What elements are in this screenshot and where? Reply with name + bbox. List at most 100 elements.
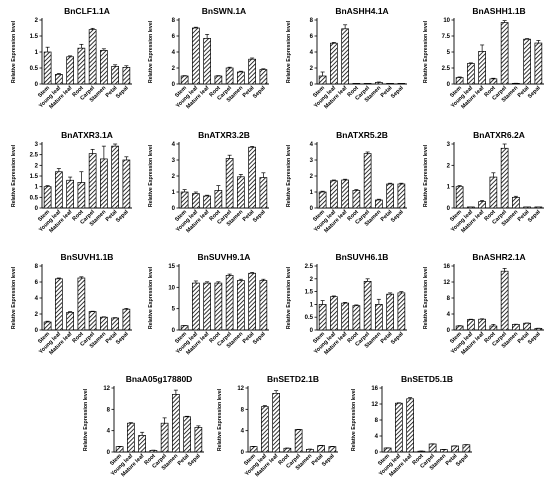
- bar: [204, 196, 211, 208]
- bar: [204, 283, 211, 330]
- y-tick-label: 0: [172, 328, 176, 334]
- bar: [181, 76, 188, 84]
- bar: [226, 68, 233, 84]
- bar: [384, 448, 391, 452]
- bar: [116, 447, 123, 452]
- y-tick-label: 1.5: [30, 174, 39, 180]
- bar: [100, 159, 107, 208]
- y-tick-label: 7.5: [442, 34, 451, 40]
- error-bar: [79, 44, 83, 48]
- y-tick-label: 1: [35, 50, 39, 56]
- bar: [67, 312, 74, 330]
- error-bar: [377, 299, 381, 304]
- bar: [330, 297, 337, 330]
- bar: [55, 279, 62, 330]
- x-tick-label: Sepal: [252, 209, 267, 224]
- bar: [226, 158, 233, 208]
- error-bar: [480, 45, 484, 51]
- y-tick-label: 3: [447, 142, 451, 148]
- y-tick-label: 2: [172, 66, 176, 72]
- bar: [172, 394, 179, 452]
- bar: [501, 23, 508, 84]
- y-tick-label: 12: [371, 402, 378, 408]
- error-bar: [57, 169, 61, 172]
- bar: [330, 181, 337, 208]
- error-bar: [91, 149, 95, 153]
- bar: [295, 430, 302, 452]
- error-bar: [536, 40, 540, 43]
- x-tick-label: Sepal: [252, 85, 267, 100]
- y-tick-label: 1: [172, 190, 176, 196]
- bar: [524, 323, 531, 330]
- x-tick-label: Sepal: [187, 453, 202, 468]
- bar: [524, 207, 531, 208]
- bar: [181, 192, 188, 208]
- y-tick-label: 0: [310, 82, 314, 88]
- bar: [330, 43, 337, 84]
- bar: [261, 407, 268, 452]
- chart-title: BnATXR5.2B: [336, 130, 388, 140]
- bar: [150, 450, 157, 452]
- bar: [463, 445, 470, 452]
- bar: [78, 48, 85, 84]
- bar: [429, 444, 436, 452]
- error-bar: [79, 172, 83, 183]
- error-bar: [261, 173, 265, 178]
- bar: [524, 39, 531, 84]
- y-tick-label: 6: [310, 34, 314, 40]
- y-tick-label: 1: [35, 185, 39, 191]
- y-tick-label: 0: [172, 206, 176, 212]
- bar: [284, 448, 291, 452]
- y-tick-label: 0: [107, 450, 111, 456]
- y-tick-label: 0: [447, 328, 451, 334]
- bar: [395, 403, 402, 452]
- bar: [192, 283, 199, 330]
- y-axis-label: Relative Expression level: [351, 388, 357, 451]
- y-axis-label: Relative Expression level: [148, 266, 154, 329]
- error-bar: [274, 391, 278, 394]
- y-tick-label: 1.5: [305, 290, 314, 296]
- bar: [161, 423, 168, 452]
- y-tick-label: 8: [447, 296, 451, 302]
- bar: [55, 172, 62, 208]
- y-tick-label: 8: [107, 407, 111, 413]
- error-bar: [321, 301, 325, 305]
- bar: [535, 43, 542, 84]
- y-tick-label: 0: [35, 206, 39, 212]
- chart-title: BnASHH1.1B: [472, 6, 525, 16]
- bar: [535, 328, 542, 330]
- y-tick-label: 0: [447, 82, 451, 88]
- chart-title: BnATXR3.2B: [198, 130, 250, 140]
- y-axis-label: Relative Expression level: [11, 266, 17, 329]
- chart-title: BnaA05g17880D: [126, 374, 193, 384]
- y-tick-label: 0.5: [30, 195, 39, 201]
- bar: [319, 76, 326, 84]
- bar: [44, 322, 51, 330]
- bar: [192, 194, 199, 208]
- x-tick-label: Sepal: [115, 209, 130, 224]
- bar: [100, 317, 107, 330]
- bar: [112, 66, 119, 84]
- y-tick-label: 4: [172, 50, 176, 56]
- chart-title: BnASHH4.1A: [335, 6, 388, 16]
- chart-title: BnSUVH9.1A: [198, 252, 251, 262]
- x-tick-label: Sepal: [527, 209, 542, 224]
- bar: [490, 79, 497, 84]
- error-bar: [228, 155, 232, 158]
- y-tick-label: 2.5: [305, 264, 314, 270]
- bar: [387, 184, 394, 208]
- y-axis-label: Relative Expression level: [83, 388, 89, 451]
- x-tick-label: Sepal: [390, 209, 405, 224]
- bar: [123, 160, 130, 208]
